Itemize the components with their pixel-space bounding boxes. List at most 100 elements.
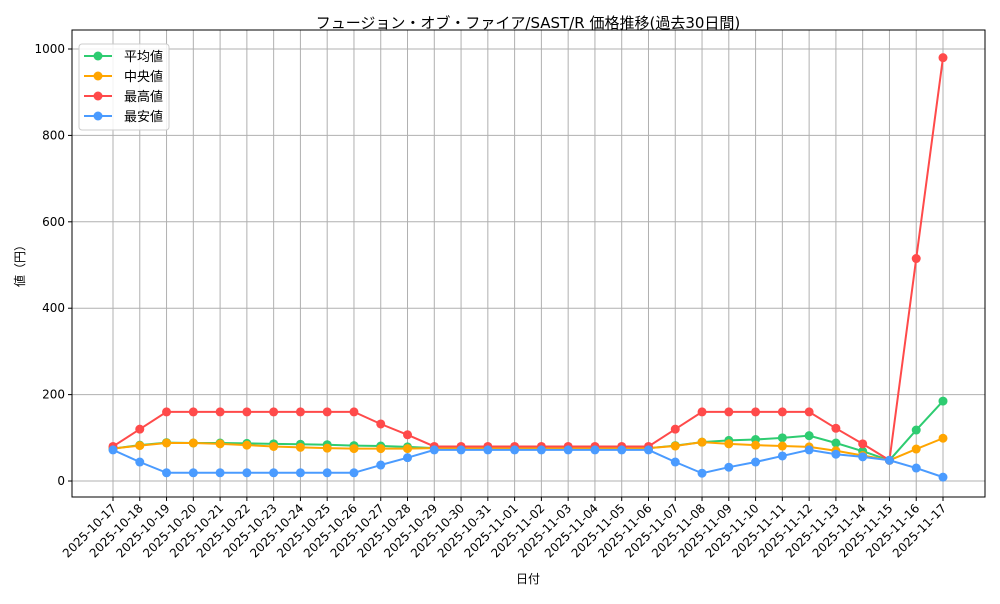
y-tick-label: 1000 <box>34 42 65 56</box>
legend-label: 中央値 <box>124 69 163 85</box>
y-tick-label: 800 <box>42 128 65 142</box>
data-point <box>938 53 948 63</box>
data-point <box>777 451 787 461</box>
data-point <box>777 433 787 443</box>
legend-label: 平均値 <box>124 49 163 65</box>
data-point <box>295 442 305 452</box>
data-point <box>162 468 172 478</box>
data-point <box>911 425 921 435</box>
data-point <box>643 445 653 455</box>
data-point <box>831 438 841 448</box>
data-point <box>938 396 948 406</box>
data-point <box>697 437 707 447</box>
legend-item: 中央値 <box>84 69 163 85</box>
legend-marker <box>93 71 103 81</box>
series-2 <box>108 53 948 465</box>
data-point <box>135 457 145 467</box>
series-3 <box>108 445 948 482</box>
data-point <box>590 445 600 455</box>
data-point <box>911 463 921 473</box>
data-point <box>242 407 252 417</box>
data-point <box>376 444 386 454</box>
data-point <box>403 453 413 463</box>
data-point <box>242 440 252 450</box>
data-point <box>162 407 172 417</box>
data-point <box>670 441 680 451</box>
legend-box <box>78 43 170 131</box>
x-axis-ticks: 2025-10-172025-10-182025-10-192025-10-20… <box>60 497 949 560</box>
data-point <box>242 468 252 478</box>
y-tick-label: 200 <box>42 388 65 402</box>
data-point <box>911 254 921 264</box>
data-point <box>670 424 680 434</box>
data-point <box>617 445 627 455</box>
data-point <box>777 441 787 451</box>
data-point <box>349 444 359 454</box>
data-point <box>858 452 868 462</box>
data-point <box>403 430 413 440</box>
data-point <box>751 457 761 467</box>
data-point <box>188 438 198 448</box>
data-point <box>831 449 841 459</box>
data-point <box>429 445 439 455</box>
legend-item: 平均値 <box>84 49 163 65</box>
series-layer <box>108 53 948 482</box>
series-0 <box>108 396 948 465</box>
data-point <box>751 407 761 417</box>
data-point <box>215 468 225 478</box>
data-point <box>938 433 948 443</box>
data-point <box>804 445 814 455</box>
data-point <box>188 407 198 417</box>
legend-marker <box>93 91 103 101</box>
data-point <box>188 468 198 478</box>
series-line <box>112 448 944 479</box>
data-point <box>804 407 814 417</box>
data-point <box>751 440 761 450</box>
data-point <box>724 439 734 449</box>
x-axis-label: 日付 <box>516 572 540 586</box>
data-point <box>777 407 787 417</box>
y-axis-label: 値（円） <box>12 239 27 287</box>
data-point <box>215 407 225 417</box>
legend-label: 最高値 <box>124 89 163 105</box>
legend-item: 最高値 <box>84 89 163 105</box>
data-point <box>456 445 466 455</box>
data-point <box>376 460 386 470</box>
data-point <box>108 445 118 455</box>
data-point <box>322 443 332 453</box>
data-point <box>135 441 145 451</box>
data-point <box>858 439 868 449</box>
legend-item: 最安値 <box>84 109 163 125</box>
data-point <box>483 445 493 455</box>
y-tick-label: 0 <box>57 474 65 488</box>
data-point <box>884 455 894 465</box>
series-line <box>112 57 944 462</box>
data-point <box>376 419 386 429</box>
data-point <box>269 407 279 417</box>
data-point <box>724 462 734 472</box>
data-point <box>697 407 707 417</box>
data-point <box>724 407 734 417</box>
data-point <box>295 407 305 417</box>
data-point <box>403 444 413 454</box>
data-point <box>135 424 145 434</box>
data-point <box>349 468 359 478</box>
data-point <box>697 468 707 478</box>
data-point <box>563 445 573 455</box>
data-point <box>322 468 332 478</box>
data-point <box>269 441 279 451</box>
chart-title: フュージョン・オブ・ファイア/SAST/R 価格推移(過去30日間) <box>316 14 741 32</box>
legend-label: 最安値 <box>124 109 163 125</box>
legend-marker <box>93 111 103 121</box>
data-point <box>269 468 279 478</box>
data-point <box>322 407 332 417</box>
y-axis-ticks: 0 200 400 600 800 1000 <box>34 42 72 488</box>
data-point <box>911 444 921 454</box>
plot-frame <box>71 29 986 498</box>
data-point <box>670 457 680 467</box>
legend-marker <box>93 51 103 61</box>
data-point <box>536 445 546 455</box>
data-point <box>831 423 841 433</box>
